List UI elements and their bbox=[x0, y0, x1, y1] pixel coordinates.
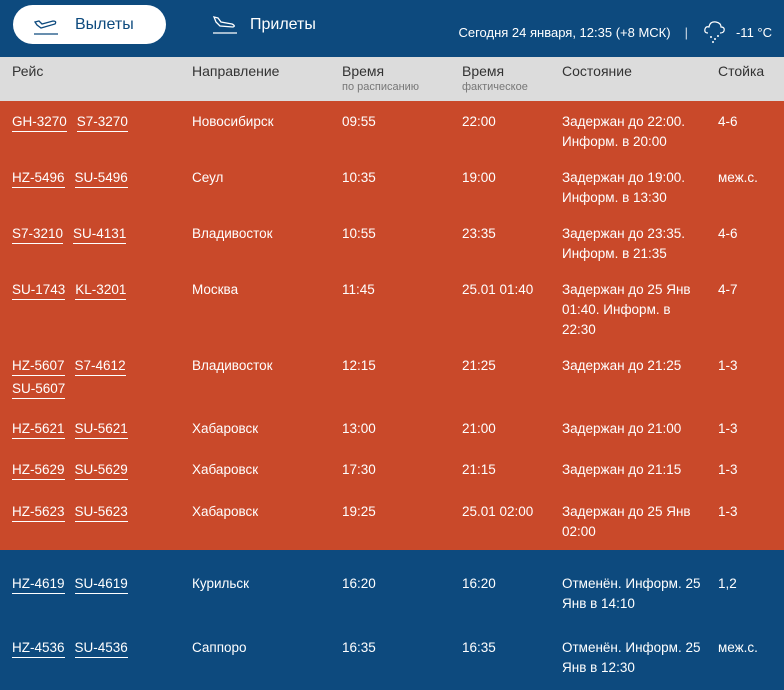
flight-code-link[interactable]: KL-3201 bbox=[75, 281, 127, 300]
actual-time: 23:35 bbox=[462, 226, 496, 241]
flights-table: GH-3270 S7-3270 Новосибирск 09:55 22:00 З… bbox=[0, 104, 784, 690]
flight-code-link[interactable]: S7-3270 bbox=[76, 113, 128, 132]
actual-time: 16:35 bbox=[462, 640, 496, 655]
status-text: Задержан до 21:00 bbox=[562, 421, 682, 436]
destination: Курильск bbox=[192, 576, 250, 591]
status-text: Задержан до 19:00. Информ. в 13:30 bbox=[562, 170, 685, 205]
status-text: Задержан до 25 Янв 01:40. Информ. в 22:3… bbox=[562, 282, 691, 337]
scheduled-time: 09:55 bbox=[342, 114, 376, 129]
table-row: HZ-5607 S7-4612SU-5607 Владивосток 12:15 … bbox=[0, 348, 784, 411]
scheduled-time: 16:35 bbox=[342, 640, 376, 655]
flight-code-link[interactable]: SU-5621 bbox=[74, 420, 128, 439]
flight-code-link[interactable]: HZ-4619 bbox=[12, 575, 65, 594]
snow-cloud-icon bbox=[702, 18, 728, 47]
counter: меж.с. bbox=[718, 640, 758, 655]
flight-code-link[interactable]: SU-4131 bbox=[73, 225, 127, 244]
counter: 4-6 bbox=[718, 226, 738, 241]
scheduled-time: 10:55 bbox=[342, 226, 376, 241]
flight-code-link[interactable]: HZ-4536 bbox=[12, 639, 65, 658]
flight-code-link[interactable]: S7-4612 bbox=[74, 357, 126, 376]
table-row: HZ-5496 SU-5496 Сеул 10:35 19:00 Задержан… bbox=[0, 160, 784, 216]
scheduled-time: 17:30 bbox=[342, 462, 376, 477]
tab-departures[interactable]: Вылеты bbox=[13, 5, 166, 44]
flight-code-link[interactable]: S7-3210 bbox=[12, 225, 64, 244]
flight-code-link[interactable]: GH-3270 bbox=[12, 113, 67, 132]
status-text: Задержан до 21:25 bbox=[562, 358, 682, 373]
col-actual: Время фактическое bbox=[462, 63, 528, 93]
flight-code-link[interactable]: SU-5496 bbox=[74, 169, 128, 188]
departure-plane-icon bbox=[33, 13, 59, 42]
flight-code-link[interactable]: SU-5607 bbox=[12, 380, 66, 399]
flight-code-link[interactable]: SU-4536 bbox=[74, 639, 128, 658]
counter: 4-6 bbox=[718, 114, 738, 129]
flight-code-link[interactable]: HZ-5623 bbox=[12, 503, 65, 522]
table-row: HZ-5629 SU-5629 Хабаровск 17:30 21:15 Зад… bbox=[0, 452, 784, 494]
current-datetime: Сегодня 24 января, 12:35 (+8 МСК) bbox=[458, 25, 671, 40]
destination: Хабаровск bbox=[192, 421, 259, 436]
table-header: Рейс Направление Время по расписанию Врем… bbox=[0, 57, 784, 104]
status-text: Задержан до 21:15 bbox=[562, 462, 682, 477]
temperature: -11 °C bbox=[735, 25, 772, 40]
col-flight: Рейс bbox=[12, 63, 44, 79]
flight-code-link[interactable]: SU-1743 bbox=[12, 281, 66, 300]
counter: 1-3 bbox=[718, 421, 738, 436]
actual-time: 25.01 01:40 bbox=[462, 282, 534, 297]
table-row: HZ-5623 SU-5623 Хабаровск 19:25 25.01 02:… bbox=[0, 494, 784, 550]
table-row: S7-3210 SU-4131 Владивосток 10:55 23:35 З… bbox=[0, 216, 784, 272]
col-counter: Стойка bbox=[718, 63, 765, 79]
destination: Хабаровск bbox=[192, 462, 259, 477]
flight-code-link[interactable]: SU-5623 bbox=[74, 503, 128, 522]
table-row: HZ-4536 SU-4536 Саппоро 16:35 16:35 Отмен… bbox=[0, 630, 784, 690]
status-text: Задержан до 23:35. Информ. в 21:35 bbox=[562, 226, 685, 261]
counter: 1,2 bbox=[718, 576, 737, 591]
col-scheduled: Время по расписанию bbox=[342, 63, 420, 93]
flight-code-link[interactable]: HZ-5607 bbox=[12, 357, 65, 376]
table-row: HZ-5621 SU-5621 Хабаровск 13:00 21:00 Зад… bbox=[0, 411, 784, 452]
tab-arrivals-label: Прилеты bbox=[250, 16, 316, 33]
flight-code-link[interactable]: HZ-5629 bbox=[12, 461, 65, 480]
scheduled-time: 16:20 bbox=[342, 576, 376, 591]
separator: | bbox=[684, 25, 688, 40]
destination: Владивосток bbox=[192, 358, 273, 373]
destination: Саппоро bbox=[192, 640, 247, 655]
actual-time: 19:00 bbox=[462, 170, 496, 185]
destination: Москва bbox=[192, 282, 239, 297]
scheduled-time: 11:45 bbox=[342, 282, 375, 297]
scheduled-time: 19:25 bbox=[342, 504, 376, 519]
counter: меж.с. bbox=[718, 170, 758, 185]
actual-time: 22:00 bbox=[462, 114, 496, 129]
flight-code-link[interactable]: HZ-5496 bbox=[12, 169, 65, 188]
col-destination: Направление bbox=[192, 63, 280, 79]
actual-time: 21:25 bbox=[462, 358, 496, 373]
tab-departures-label: Вылеты bbox=[75, 16, 134, 33]
table-row: GH-3270 S7-3270 Новосибирск 09:55 22:00 З… bbox=[0, 104, 784, 160]
scheduled-time: 10:35 bbox=[342, 170, 376, 185]
flight-code-link[interactable]: SU-4619 bbox=[74, 575, 128, 594]
scheduled-time: 12:15 bbox=[342, 358, 376, 373]
col-status: Состояние bbox=[562, 63, 632, 79]
actual-time: 16:20 bbox=[462, 576, 496, 591]
counter: 4-7 bbox=[718, 282, 738, 297]
counter: 1-3 bbox=[718, 462, 738, 477]
destination: Владивосток bbox=[192, 226, 273, 241]
counter: 1-3 bbox=[718, 358, 738, 373]
arrival-plane-icon bbox=[212, 12, 238, 41]
status-text: Отменён. Информ. 25 Янв в 14:10 bbox=[562, 576, 701, 611]
scheduled-time: 13:00 bbox=[342, 421, 376, 436]
table-row: HZ-4619 SU-4619 Курильск 16:20 16:20 Отме… bbox=[0, 550, 784, 630]
table-row: SU-1743 KL-3201 Москва 11:45 25.01 01:40 … bbox=[0, 272, 784, 348]
flight-code-link[interactable]: HZ-5621 bbox=[12, 420, 65, 439]
destination: Новосибирск bbox=[192, 114, 274, 129]
actual-time: 25.01 02:00 bbox=[462, 504, 534, 519]
status-text: Задержан до 22:00. Информ. в 20:00 bbox=[562, 114, 685, 149]
actual-time: 21:00 bbox=[462, 421, 496, 436]
destination: Сеул bbox=[192, 170, 224, 185]
destination: Хабаровск bbox=[192, 504, 259, 519]
flight-code-link[interactable]: SU-5629 bbox=[74, 461, 128, 480]
status-text: Отменён. Информ. 25 Янв в 12:30 bbox=[562, 640, 701, 675]
counter: 1-3 bbox=[718, 504, 738, 519]
top-bar: Вылеты Прилеты Сегодня 24 января, 12:35 … bbox=[0, 0, 784, 57]
status-text: Задержан до 25 Янв 02:00 bbox=[562, 504, 691, 539]
actual-time: 21:15 bbox=[462, 462, 496, 477]
